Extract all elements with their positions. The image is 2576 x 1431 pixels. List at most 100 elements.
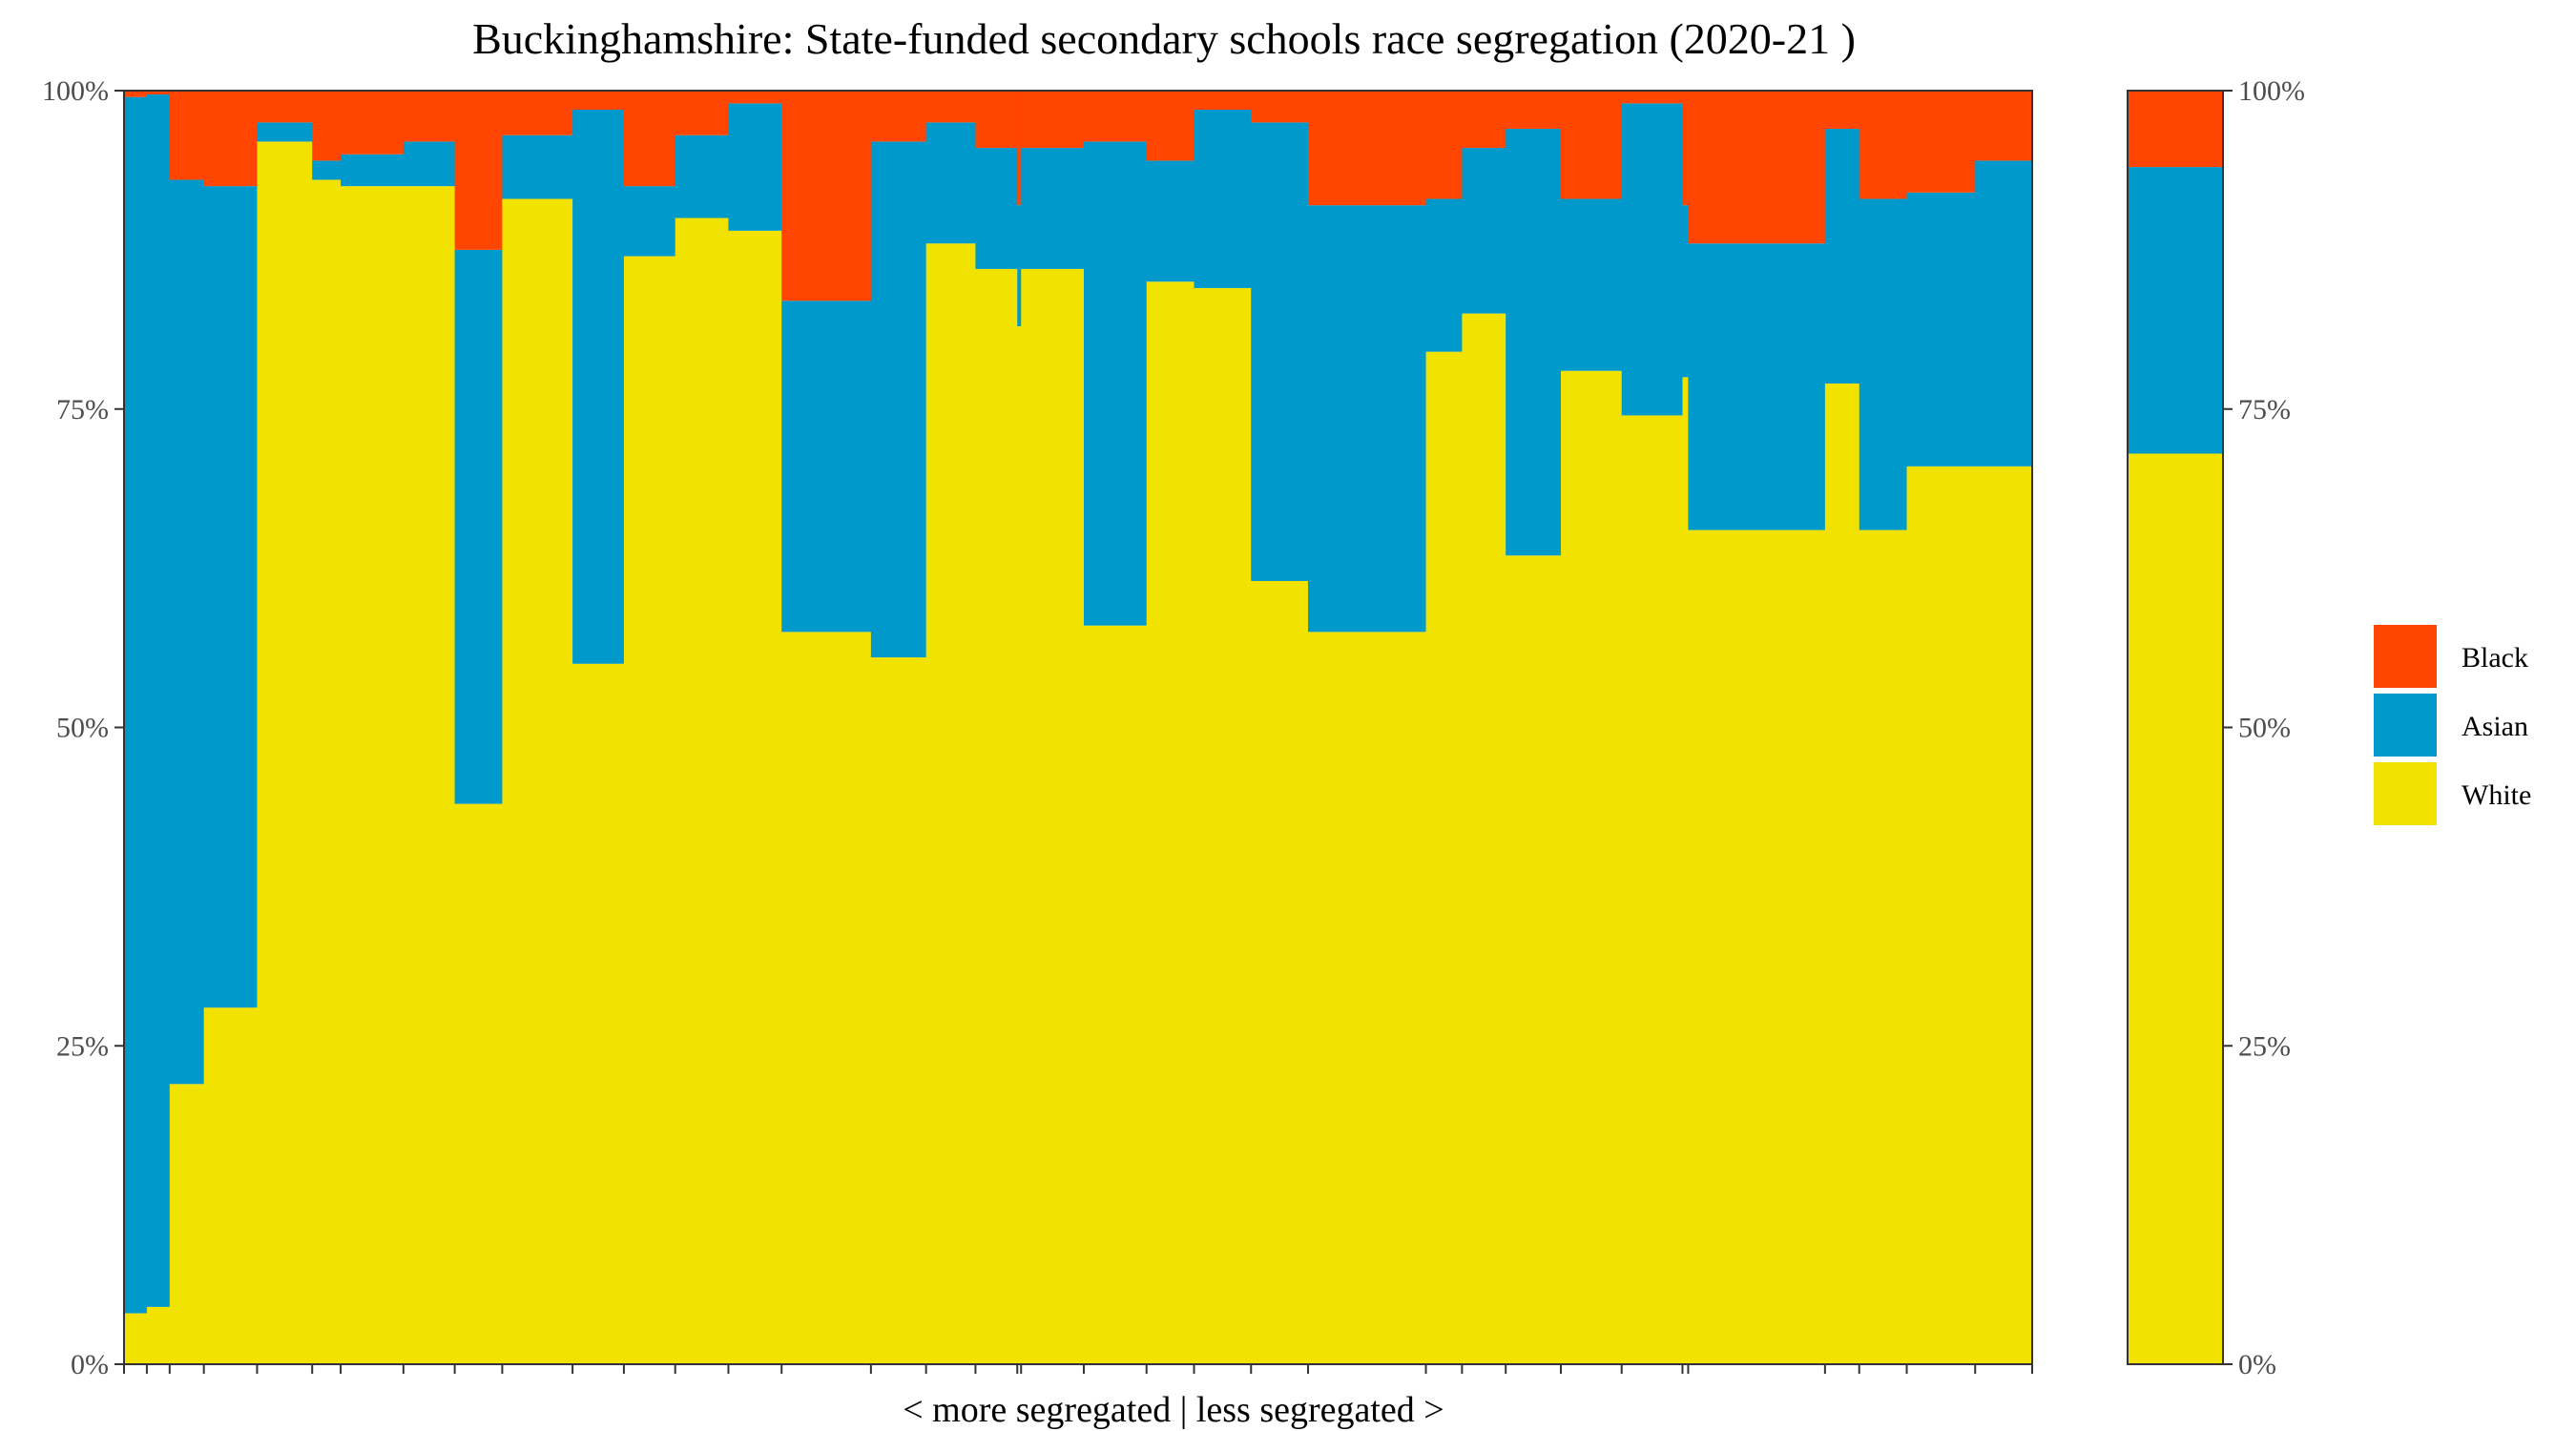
school-28-white-segment bbox=[1506, 555, 1562, 1364]
school-14-black-segment bbox=[728, 91, 782, 104]
school-13-white-segment bbox=[675, 218, 730, 1364]
school-12-asian-segment bbox=[623, 186, 676, 257]
y-tick-label-left: 0% bbox=[71, 1349, 109, 1380]
school-27-black-segment bbox=[1462, 91, 1506, 149]
school-32-white-segment bbox=[1688, 529, 1826, 1364]
school-20-black-segment bbox=[1021, 91, 1085, 149]
average-white-segment bbox=[2128, 453, 2224, 1365]
legend-label-asian: Asian bbox=[2462, 711, 2528, 742]
school-12-black-segment bbox=[623, 91, 676, 187]
school-3-white-segment bbox=[169, 1084, 205, 1364]
school-2-asian-segment bbox=[146, 94, 171, 1307]
school-15-asian-segment bbox=[781, 301, 872, 633]
school-36-white-segment bbox=[1975, 466, 2033, 1364]
school-29-white-segment bbox=[1560, 370, 1623, 1365]
school-1-black-segment bbox=[124, 91, 148, 97]
school-25-asian-segment bbox=[1308, 205, 1427, 633]
school-20-white-segment bbox=[1021, 268, 1085, 1364]
school-8-white-segment bbox=[403, 186, 456, 1364]
legend: Black Asian White bbox=[2374, 625, 2531, 825]
school-21-black-segment bbox=[1083, 91, 1148, 142]
school-16-black-segment bbox=[870, 91, 927, 142]
y-tick-label-left: 25% bbox=[56, 1030, 109, 1062]
school-34-white-segment bbox=[1859, 529, 1908, 1364]
school-5-asian-segment bbox=[257, 122, 313, 142]
school-30-black-segment bbox=[1621, 91, 1684, 104]
school-2-black-segment bbox=[146, 91, 171, 95]
school-bars bbox=[124, 91, 2033, 1365]
school-18-black-segment bbox=[975, 91, 1018, 149]
school-36-asian-segment bbox=[1975, 160, 2033, 467]
y-tick-label-left: 75% bbox=[56, 394, 109, 425]
school-2-white-segment bbox=[146, 1306, 171, 1364]
school-23-white-segment bbox=[1194, 287, 1252, 1364]
y-tick-label-right: 100% bbox=[2238, 75, 2305, 107]
school-19-black-segment bbox=[1017, 91, 1022, 206]
school-26-black-segment bbox=[1425, 91, 1463, 199]
school-6-asian-segment bbox=[312, 160, 342, 180]
school-18-white-segment bbox=[975, 268, 1018, 1364]
school-32-black-segment bbox=[1688, 91, 1826, 244]
legend-swatch-asian bbox=[2374, 694, 2437, 757]
school-30-asian-segment bbox=[1621, 103, 1684, 416]
school-29-black-segment bbox=[1560, 91, 1623, 199]
school-4-black-segment bbox=[203, 91, 259, 187]
y-tick-label-right: 0% bbox=[2238, 1349, 2276, 1380]
school-15-white-segment bbox=[781, 632, 872, 1364]
school-10-black-segment bbox=[502, 91, 573, 135]
school-8-black-segment bbox=[403, 91, 456, 142]
school-31-white-segment bbox=[1682, 377, 1690, 1364]
school-27-white-segment bbox=[1462, 313, 1506, 1364]
school-11-asian-segment bbox=[572, 110, 625, 664]
school-19-white-segment bbox=[1017, 325, 1022, 1365]
school-16-asian-segment bbox=[870, 141, 927, 658]
school-19-asian-segment bbox=[1017, 205, 1022, 326]
y-tick-label-right: 25% bbox=[2238, 1030, 2291, 1062]
school-23-asian-segment bbox=[1194, 110, 1252, 288]
school-5-white-segment bbox=[257, 141, 313, 1364]
legend-swatch-white bbox=[2374, 762, 2437, 825]
school-7-asian-segment bbox=[341, 154, 405, 187]
school-17-asian-segment bbox=[925, 122, 977, 244]
y-tick-label-right: 75% bbox=[2238, 394, 2291, 425]
y-tick-label-left: 100% bbox=[42, 75, 109, 107]
school-33-black-segment bbox=[1824, 91, 1860, 130]
x-axis-ticks bbox=[123, 1364, 2033, 1374]
school-22-black-segment bbox=[1146, 91, 1195, 161]
school-14-white-segment bbox=[728, 230, 782, 1365]
school-1-asian-segment bbox=[124, 96, 148, 1314]
average-black-segment bbox=[2128, 91, 2224, 168]
school-6-black-segment bbox=[312, 91, 342, 161]
school-9-asian-segment bbox=[454, 249, 504, 804]
school-30-white-segment bbox=[1621, 415, 1684, 1364]
school-13-asian-segment bbox=[675, 135, 730, 218]
school-1-white-segment bbox=[124, 1313, 148, 1364]
y-axis-left: 0% 25% 50% 75% 100% bbox=[42, 75, 124, 1380]
school-7-white-segment bbox=[341, 186, 405, 1364]
school-24-white-segment bbox=[1251, 580, 1309, 1364]
school-20-asian-segment bbox=[1021, 148, 1085, 269]
school-3-black-segment bbox=[169, 91, 205, 180]
school-33-asian-segment bbox=[1824, 129, 1860, 384]
school-35-asian-segment bbox=[1906, 192, 1976, 467]
school-23-black-segment bbox=[1194, 91, 1252, 111]
school-22-asian-segment bbox=[1146, 160, 1195, 282]
school-16-white-segment bbox=[870, 657, 927, 1364]
school-24-asian-segment bbox=[1251, 122, 1309, 581]
school-11-white-segment bbox=[572, 663, 625, 1364]
school-9-black-segment bbox=[454, 91, 504, 250]
legend-swatch-black bbox=[2374, 625, 2437, 688]
school-22-white-segment bbox=[1146, 281, 1195, 1364]
school-31-black-segment bbox=[1682, 91, 1690, 206]
y-tick-label-left: 50% bbox=[56, 713, 109, 744]
school-3-asian-segment bbox=[169, 179, 205, 1085]
school-36-black-segment bbox=[1975, 91, 2033, 161]
y-axis-right: 0% 25% 50% 75% 100% bbox=[2223, 75, 2305, 1380]
x-axis-label: < more segregated | less segregated > bbox=[903, 1390, 1444, 1430]
school-7-black-segment bbox=[341, 91, 405, 155]
school-9-white-segment bbox=[454, 803, 504, 1364]
school-29-asian-segment bbox=[1560, 198, 1623, 371]
school-25-black-segment bbox=[1308, 91, 1427, 206]
school-17-white-segment bbox=[925, 243, 977, 1365]
school-6-white-segment bbox=[312, 179, 342, 1365]
